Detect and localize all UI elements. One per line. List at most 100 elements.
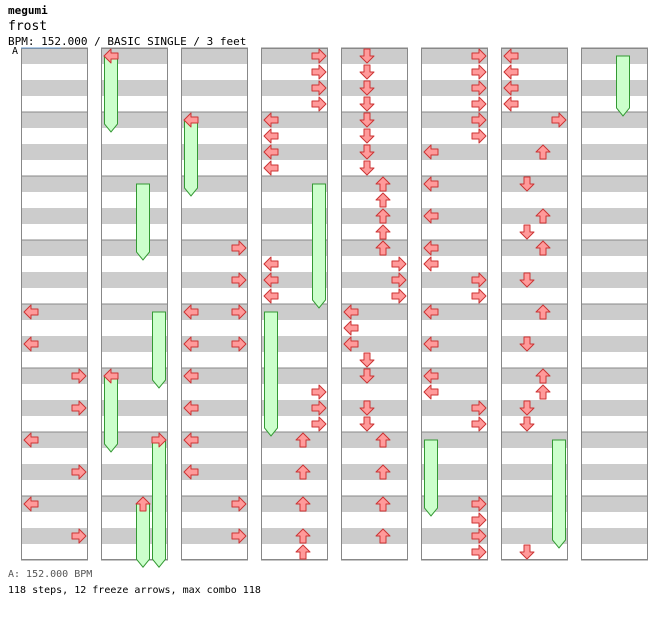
- stripe-row: [581, 80, 648, 96]
- stripe-row: [101, 448, 168, 464]
- stripe-row: [261, 528, 328, 544]
- stripe-row: [21, 112, 88, 128]
- stripe-row: [501, 160, 568, 176]
- stripe-row: [581, 320, 648, 336]
- step-arrow-right: [391, 272, 407, 288]
- stripe-row: [421, 512, 488, 528]
- step-arrow-down: [519, 544, 535, 560]
- stripe-row: [581, 288, 648, 304]
- stripe-row: [341, 256, 408, 272]
- step-arrow-right: [311, 80, 327, 96]
- stripe-row: [181, 544, 248, 560]
- stripe-row: [421, 64, 488, 80]
- step-arrow-right: [311, 384, 327, 400]
- step-arrow-down: [359, 368, 375, 384]
- stripe-row: [501, 112, 568, 128]
- stripe-row: [501, 384, 568, 400]
- step-arrow-down: [519, 176, 535, 192]
- freeze-arrow: [152, 439, 166, 568]
- step-arrow-down: [359, 144, 375, 160]
- stripe-row: [501, 352, 568, 368]
- stripe-row: [261, 128, 328, 144]
- step-arrow-up: [375, 208, 391, 224]
- step-arrow-left: [263, 256, 279, 272]
- stripe-row: [101, 128, 168, 144]
- artist-name: megumi: [8, 4, 48, 17]
- stripe-row: [101, 320, 168, 336]
- stripe-row: [261, 208, 328, 224]
- step-arrow-down: [519, 224, 535, 240]
- stripe-row: [21, 48, 88, 64]
- step-arrow-down: [359, 400, 375, 416]
- stripe-row: [501, 80, 568, 96]
- freeze-arrow: [264, 311, 278, 437]
- stripe-row: [421, 384, 488, 400]
- stripe-row: [581, 384, 648, 400]
- stripe-row: [581, 544, 648, 560]
- stripe-row: [421, 192, 488, 208]
- step-arrow-left: [263, 288, 279, 304]
- step-arrow-left: [423, 368, 439, 384]
- step-arrow-right: [471, 64, 487, 80]
- stripe-row: [421, 368, 488, 384]
- stripe-row: [581, 192, 648, 208]
- stripe-row: [261, 448, 328, 464]
- stripe-row: [421, 128, 488, 144]
- stripe-row: [341, 464, 408, 480]
- freeze-arrow: [552, 439, 566, 549]
- step-arrow-right: [391, 288, 407, 304]
- stripe-row: [21, 176, 88, 192]
- stripe-row: [21, 416, 88, 432]
- step-arrow-left: [23, 432, 39, 448]
- stripe-row: [341, 432, 408, 448]
- step-arrow-right: [471, 496, 487, 512]
- step-arrow-down: [359, 416, 375, 432]
- stripe-row: [421, 320, 488, 336]
- stripe-row: [581, 160, 648, 176]
- stripe-row: [581, 416, 648, 432]
- stripe-row: [341, 224, 408, 240]
- stripe-row: [101, 512, 168, 528]
- step-arrow-up: [375, 176, 391, 192]
- step-arrow-right: [471, 112, 487, 128]
- step-arrow-down: [359, 112, 375, 128]
- freeze-arrow: [152, 311, 166, 389]
- stripe-row: [261, 256, 328, 272]
- stripe-row: [341, 544, 408, 560]
- freeze-arrow: [136, 503, 150, 568]
- step-arrow-up: [295, 496, 311, 512]
- step-arrow-left: [263, 272, 279, 288]
- stripe-row: [21, 512, 88, 528]
- step-arrow-down: [359, 80, 375, 96]
- step-arrow-right: [71, 464, 87, 480]
- stripe-row: [421, 176, 488, 192]
- stripe-row: [21, 272, 88, 288]
- step-arrow-right: [311, 96, 327, 112]
- stripe-row: [101, 336, 168, 352]
- step-arrow-left: [183, 464, 199, 480]
- freeze-arrow: [184, 119, 198, 197]
- stripe-row: [581, 496, 648, 512]
- stripe-row: [421, 352, 488, 368]
- stripe-row: [341, 336, 408, 352]
- stripe-row: [181, 336, 248, 352]
- stripe-row: [501, 256, 568, 272]
- stripe-row: [501, 368, 568, 384]
- step-arrow-right: [471, 128, 487, 144]
- bpm-marker: A: [12, 46, 19, 57]
- stripe-row: [181, 288, 248, 304]
- step-arrow-up: [535, 240, 551, 256]
- stripe-row: [261, 192, 328, 208]
- stripe-row: [21, 208, 88, 224]
- step-arrow-right: [471, 96, 487, 112]
- step-arrow-right: [471, 288, 487, 304]
- stripe-row: [501, 48, 568, 64]
- step-arrow-left: [263, 160, 279, 176]
- stripe-row: [181, 192, 248, 208]
- stripe-row: [421, 96, 488, 112]
- step-arrow-left: [423, 144, 439, 160]
- stripe-row: [181, 80, 248, 96]
- stripe-row: [501, 288, 568, 304]
- stripe-row: [421, 528, 488, 544]
- column-border: [501, 48, 568, 560]
